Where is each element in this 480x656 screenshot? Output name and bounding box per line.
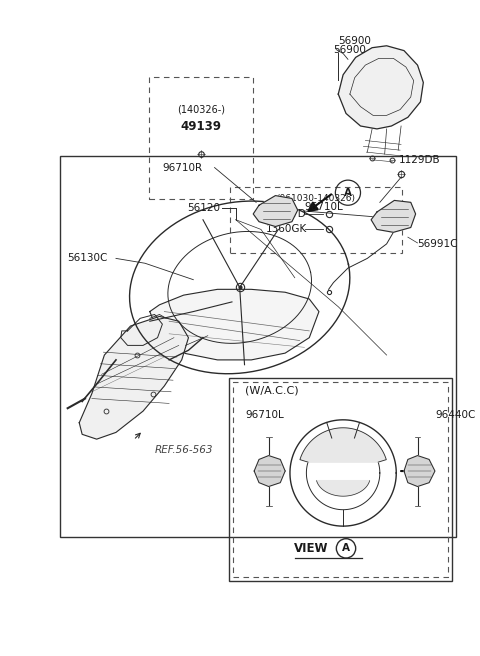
Text: (W/A.C.C): (W/A.C.C) [245,386,299,396]
Polygon shape [254,455,285,487]
Polygon shape [404,455,435,487]
Polygon shape [150,289,319,360]
Text: 1360GK: 1360GK [266,224,307,234]
Text: 96440C: 96440C [435,410,475,420]
Text: 56900: 56900 [338,36,371,46]
Text: A: A [342,543,350,554]
Text: (061030-140326): (061030-140326) [276,194,356,203]
Text: 49139: 49139 [180,121,222,133]
Text: 96710R: 96710R [162,163,203,173]
Text: 1346TD: 1346TD [266,209,307,219]
Polygon shape [300,428,386,462]
Polygon shape [338,46,423,129]
Text: A: A [344,188,352,197]
Text: 56120: 56120 [187,203,220,213]
Text: VIEW: VIEW [294,542,329,555]
Text: 1129DB: 1129DB [399,155,441,165]
Text: 56991C: 56991C [418,239,458,249]
Polygon shape [317,481,370,496]
Polygon shape [253,195,298,226]
Polygon shape [371,201,416,232]
Text: 96710L: 96710L [304,202,343,212]
Text: (140326-): (140326-) [177,104,225,115]
Text: 96710L: 96710L [245,410,284,420]
Text: 56900: 56900 [334,45,366,54]
Polygon shape [79,316,189,439]
Text: 56130C: 56130C [68,253,108,264]
Text: REF.56-563: REF.56-563 [155,445,213,455]
